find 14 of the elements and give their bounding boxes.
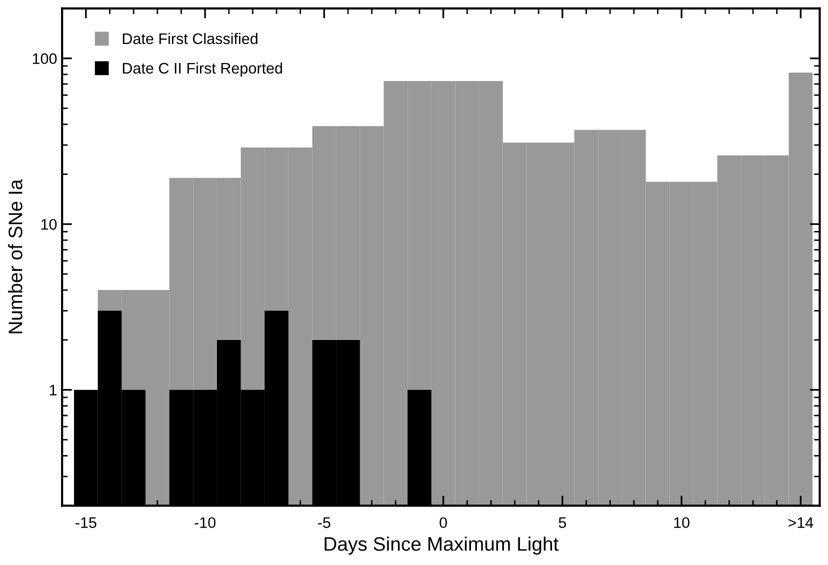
x-tick-label: 0 [440, 517, 447, 528]
y-axis-title: Number of SNe Ia [8, 179, 22, 334]
x-tick-label: 5 [558, 517, 566, 528]
x-tick-label: -15 [76, 517, 96, 528]
y-tick-label: 1 [50, 384, 56, 396]
x-tick-label: -5 [318, 517, 330, 528]
x-axis-title: Days Since Maximum Light [324, 536, 559, 555]
x-tick-label: -10 [194, 517, 216, 528]
legend-label: Date C II First Reported [122, 62, 282, 77]
x-tick-label: >14 [788, 517, 814, 528]
x-tick-label: 10 [674, 517, 690, 528]
y-tick-label: 10 [41, 218, 57, 230]
y-tick-label: 100 [32, 53, 57, 64]
legend-label: Date First Classified [122, 32, 258, 44]
